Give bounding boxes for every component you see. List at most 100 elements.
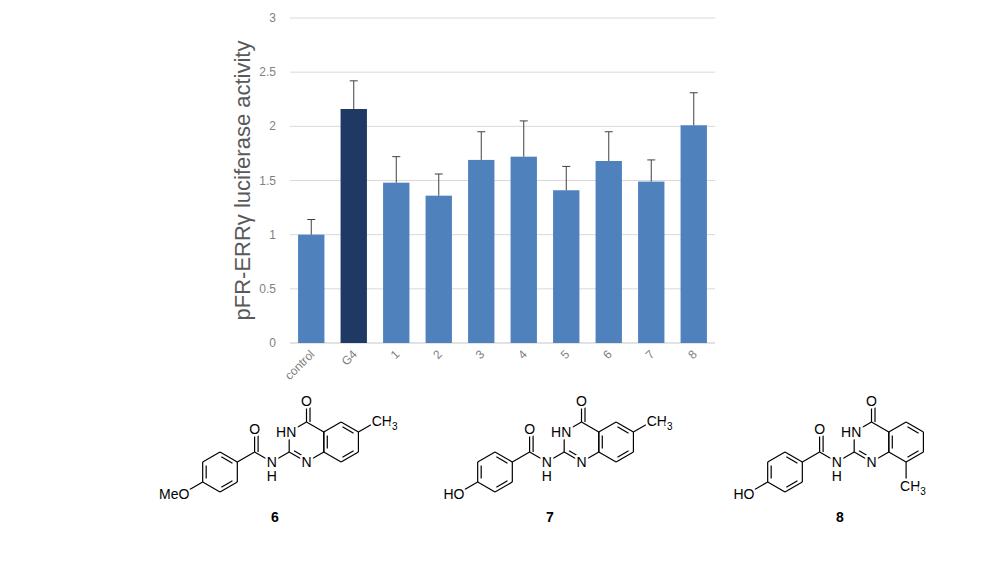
- structure: ONHHNNOMeOCH36: [159, 393, 398, 525]
- x-tick-label: G4: [339, 347, 360, 368]
- bond: [202, 462, 203, 482]
- figure: 00.511.522.53pFR-ERRγ luciferase activit…: [0, 0, 991, 574]
- compound-label: 6: [271, 509, 279, 525]
- error-cap: [647, 159, 655, 160]
- bar: [553, 190, 579, 343]
- atom-label: N: [866, 454, 876, 470]
- bonds: [460, 404, 650, 492]
- atom-label: O: [866, 393, 877, 409]
- bond: [237, 452, 254, 462]
- grid-line: [290, 18, 715, 19]
- bond: [478, 452, 495, 462]
- bond: [307, 422, 324, 432]
- bond: [512, 452, 529, 462]
- bond: [206, 466, 207, 479]
- bar: [341, 109, 367, 343]
- error-stem: [523, 121, 524, 157]
- bond: [358, 432, 359, 452]
- atom-label: O: [576, 393, 587, 409]
- bond: [872, 422, 889, 432]
- compound-label: 8: [836, 509, 844, 525]
- atom-label: O: [524, 421, 535, 437]
- bonds: [185, 404, 375, 492]
- y-axis: 00.511.522.53: [259, 11, 715, 350]
- bar: [511, 157, 537, 343]
- x-tick-label: control: [282, 347, 317, 382]
- x-tick-label: 3: [473, 347, 488, 362]
- bar: [596, 161, 622, 343]
- bond: [324, 452, 341, 462]
- atom-label: HO: [733, 486, 754, 502]
- error-bar: [307, 220, 315, 235]
- bond: [221, 457, 232, 463]
- error-cap: [520, 120, 528, 121]
- bond: [767, 462, 768, 482]
- bond: [771, 466, 772, 479]
- structure: ONHHNNOHOCH38: [733, 393, 926, 525]
- atom-label: HN: [276, 424, 296, 440]
- atom-label: CH3: [372, 413, 398, 432]
- bond: [888, 432, 889, 452]
- atom-label: CH3: [647, 413, 673, 432]
- error-bar: [690, 93, 698, 126]
- y-tick-label: 1.5: [259, 174, 276, 188]
- x-tick-label: 4: [515, 347, 530, 362]
- grid-line: [290, 72, 715, 73]
- error-stem: [566, 166, 567, 190]
- bond: [786, 481, 797, 487]
- bond: [633, 432, 634, 452]
- atom-label: HO: [443, 486, 464, 502]
- atom-label: H: [832, 468, 842, 484]
- error-cap: [562, 166, 570, 167]
- x-tick-label: 6: [600, 347, 615, 362]
- bars: [298, 81, 707, 343]
- atom-label: CH3: [900, 478, 926, 497]
- bond: [768, 452, 785, 462]
- bond: [907, 451, 918, 457]
- bond: [478, 482, 495, 492]
- x-tick-label: 2: [430, 347, 445, 362]
- bond: [617, 427, 628, 433]
- bond: [768, 482, 785, 492]
- bond: [323, 432, 324, 452]
- atom-label: N: [301, 454, 311, 470]
- bond: [203, 452, 220, 462]
- error-bar: [520, 121, 528, 157]
- atom-label: H: [542, 468, 552, 484]
- x-tick-label: 5: [558, 347, 573, 362]
- error-cap: [307, 219, 315, 220]
- error-cap: [392, 156, 400, 157]
- error-stem: [311, 220, 312, 235]
- bond: [237, 462, 238, 482]
- y-tick-label: 3: [269, 11, 276, 25]
- error-stem: [353, 81, 354, 109]
- bar: [638, 182, 664, 343]
- error-stem: [608, 132, 609, 161]
- x-tick-label: 8: [685, 347, 700, 362]
- bonds: [750, 404, 923, 492]
- bond: [598, 432, 599, 452]
- bond: [203, 482, 220, 492]
- bond: [889, 452, 906, 462]
- compound-label: 7: [546, 509, 554, 525]
- bond: [582, 422, 599, 432]
- bond: [599, 422, 616, 432]
- atom-label: HN: [551, 424, 571, 440]
- bond: [221, 481, 232, 487]
- bond: [342, 427, 353, 433]
- error-stem: [693, 93, 694, 126]
- error-bar: [350, 81, 358, 109]
- error-bar: [392, 157, 400, 183]
- bond: [598, 432, 599, 452]
- bar: [426, 196, 452, 343]
- bar: [681, 125, 707, 343]
- error-bar: [605, 132, 613, 161]
- y-tick-label: 0.5: [259, 282, 276, 296]
- error-stem: [651, 160, 652, 182]
- bond: [923, 432, 924, 452]
- atom-label: HN: [841, 424, 861, 440]
- bond: [892, 436, 893, 449]
- error-bar: [647, 160, 655, 182]
- error-cap: [477, 131, 485, 132]
- bond: [477, 462, 478, 482]
